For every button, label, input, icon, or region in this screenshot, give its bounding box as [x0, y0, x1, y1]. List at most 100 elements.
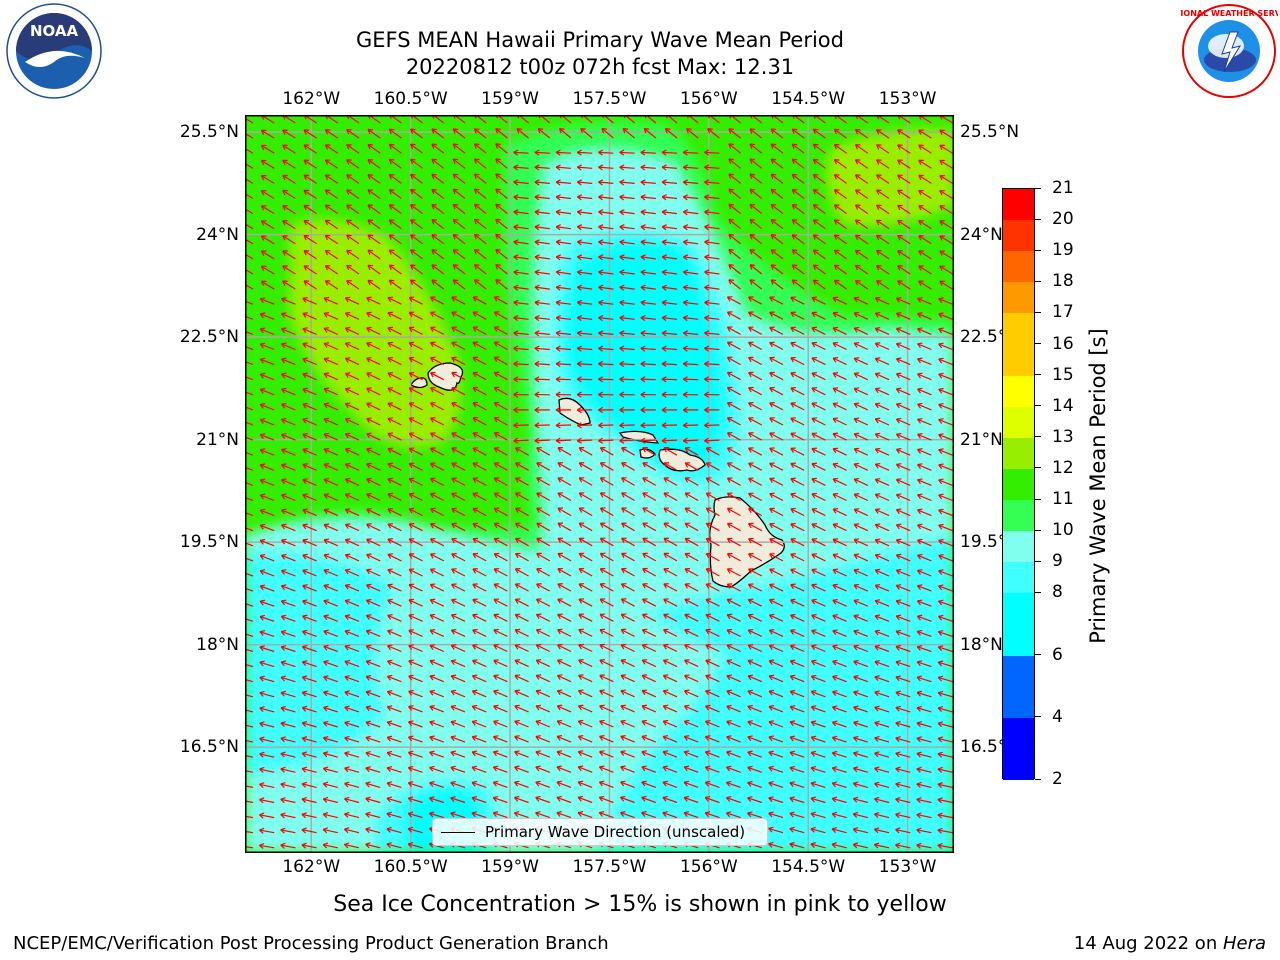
wave-arrow — [937, 829, 953, 834]
wave-arrow — [431, 204, 445, 215]
wave-arrowhead — [853, 357, 860, 363]
wave-arrow — [599, 690, 614, 698]
wave-arrowhead — [831, 781, 838, 788]
wave-arrowhead — [281, 538, 287, 545]
wave-arrow — [281, 479, 296, 486]
wave-arrow — [855, 249, 869, 260]
wave-arrowhead — [640, 149, 646, 156]
wave-arrow — [897, 144, 911, 154]
wave-arrowhead — [281, 553, 287, 560]
wave-arrowhead — [259, 645, 265, 652]
wave-arrow — [302, 448, 317, 456]
wave-arrow — [281, 418, 296, 426]
wave-arrow — [578, 568, 593, 577]
wave-arrowhead — [387, 507, 393, 514]
wave-arrowhead — [619, 179, 625, 186]
wave-arrowhead — [323, 402, 330, 409]
wave-arrowhead — [493, 507, 500, 513]
wave-arrow — [387, 629, 402, 637]
wave-arrowhead — [451, 462, 457, 468]
wave-arrowhead — [684, 537, 691, 544]
wave-arrowhead — [282, 205, 288, 211]
wave-arrowhead — [429, 326, 436, 333]
wave-arrow — [768, 782, 784, 788]
wave-arrow — [408, 402, 423, 411]
wave-arrow — [515, 553, 529, 562]
wave-arrow — [513, 439, 529, 442]
wave-arrow — [663, 613, 678, 622]
wave-arrowhead — [344, 583, 351, 590]
wave-arrow — [493, 387, 508, 396]
wave-arrowhead — [853, 432, 860, 439]
wave-arrowhead — [832, 523, 839, 529]
wave-arrow — [619, 286, 635, 290]
wave-arrow — [535, 766, 551, 773]
wave-arrow — [834, 249, 847, 260]
wave-arrow — [493, 507, 508, 517]
wave-arrowhead — [789, 735, 796, 742]
wave-arrow — [323, 388, 339, 396]
wave-arrow — [831, 828, 847, 834]
wave-arrowhead — [728, 128, 734, 134]
wave-arrow — [832, 297, 847, 305]
wave-arrowhead — [493, 644, 499, 650]
wave-arrowhead — [663, 613, 669, 620]
wave-arrow — [875, 508, 890, 517]
wave-arrow — [726, 705, 741, 713]
wave-arrowhead — [895, 523, 902, 530]
wave-arrow — [832, 736, 847, 743]
wave-arrowhead — [704, 314, 710, 322]
wave-arrowhead — [452, 188, 459, 195]
wave-arrowhead — [769, 507, 775, 514]
wave-arrowhead — [620, 795, 626, 802]
wave-arrow — [536, 522, 551, 532]
wave-arrowhead — [937, 690, 944, 697]
wave-arrow — [495, 233, 508, 245]
wave-arrow — [939, 205, 953, 215]
wave-arrow — [323, 373, 339, 381]
wave-arrow — [451, 372, 466, 381]
wave-arrow — [451, 614, 466, 622]
wave-arrow — [749, 143, 763, 154]
wave-arrow — [832, 448, 847, 456]
wave-arrowhead — [410, 219, 416, 225]
wave-arrowhead — [770, 234, 777, 240]
wave-arrow — [640, 166, 656, 169]
wave-arrowhead — [281, 433, 287, 439]
wave-arrowhead — [576, 314, 583, 322]
wave-arrowhead — [280, 827, 286, 834]
wave-arrowhead — [472, 447, 479, 453]
wave-arrow — [853, 448, 869, 456]
wave-arrow — [387, 569, 402, 577]
wave-arrowhead — [599, 507, 606, 513]
wave-arrowhead — [917, 553, 923, 560]
wave-arrow — [388, 174, 402, 184]
wave-arrow — [918, 189, 932, 200]
wave-arrowhead — [323, 372, 330, 379]
wave-arrowhead — [365, 674, 372, 681]
wave-arrowhead — [811, 326, 817, 333]
wave-arrow — [366, 553, 381, 562]
wave-arrow — [301, 737, 317, 743]
wave-arrow — [323, 676, 338, 683]
wave-arrow — [323, 327, 339, 335]
wave-arrowhead — [726, 522, 733, 529]
wave-arrow — [791, 279, 805, 290]
wave-arrowhead — [769, 537, 775, 544]
wave-arrowhead — [768, 735, 774, 742]
wave-arrow — [661, 439, 678, 442]
wave-arrow — [578, 690, 593, 698]
wave-arrowhead — [791, 234, 798, 240]
wave-arrow — [245, 178, 254, 184]
wave-arrowhead — [621, 447, 627, 453]
wave-arrowhead — [387, 387, 393, 393]
wave-arrowhead — [429, 735, 435, 742]
wave-arrowhead — [302, 629, 308, 636]
wave-arrowhead — [853, 387, 860, 393]
wave-arrow — [790, 553, 805, 562]
wave-arrow — [726, 720, 741, 728]
wave-arrow — [896, 418, 911, 426]
wave-arrowhead — [895, 448, 902, 454]
wave-arrowhead — [557, 552, 563, 559]
wave-arrow — [536, 629, 551, 637]
